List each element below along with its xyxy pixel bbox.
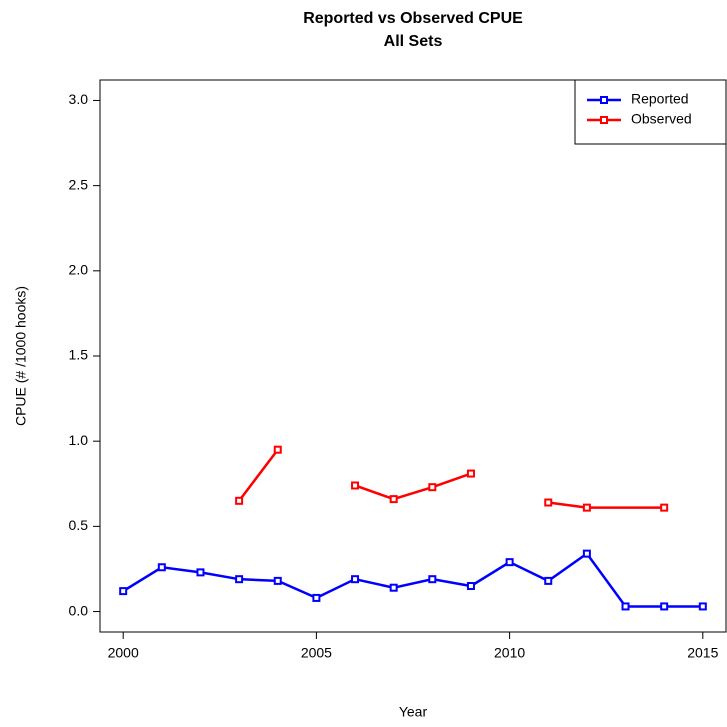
x-tick-label: 2005 <box>301 645 332 661</box>
y-tick-label: 0.5 <box>69 517 89 533</box>
point <box>389 583 398 592</box>
point <box>196 568 205 577</box>
y-tick-label: 3.0 <box>69 91 89 107</box>
legend-label: Observed <box>631 111 692 127</box>
x-tick-label: 2000 <box>108 645 139 661</box>
chart-subtitle: All Sets <box>384 33 443 50</box>
point <box>544 576 553 585</box>
point <box>505 558 514 567</box>
y-tick-label: 2.5 <box>69 176 89 192</box>
point <box>235 575 244 584</box>
point <box>235 496 244 505</box>
legend-marker <box>600 96 608 104</box>
legend-marker <box>600 116 608 124</box>
point <box>351 481 360 490</box>
plot-frame <box>99 79 727 633</box>
chart-title: Reported vs Observed CPUE <box>303 10 523 27</box>
y-tick-label: 2.0 <box>69 262 89 278</box>
legend-box <box>574 79 727 145</box>
point <box>351 575 360 584</box>
point <box>119 587 128 596</box>
y-tick-label: 1.5 <box>69 347 89 363</box>
point <box>273 445 282 454</box>
x-tick-label: 2010 <box>494 645 525 661</box>
point <box>389 495 398 504</box>
y-tick-label: 1.0 <box>69 432 89 448</box>
point <box>466 582 475 590</box>
point <box>660 602 669 611</box>
point <box>698 602 707 611</box>
point <box>621 602 630 611</box>
x-axis-label: Year <box>399 704 428 720</box>
y-tick-label: 0.0 <box>69 602 89 618</box>
point <box>544 498 553 507</box>
point <box>428 483 437 492</box>
x-tick-label: 2015 <box>687 645 718 661</box>
point <box>312 593 321 602</box>
series-line <box>122 551 703 608</box>
legend-label: Reported <box>631 91 689 107</box>
point <box>157 563 166 572</box>
y-axis-label: CPUE (# /1000 hooks) <box>13 286 29 426</box>
series-line <box>238 448 665 509</box>
point <box>582 503 591 512</box>
point <box>660 503 669 512</box>
point <box>273 576 282 585</box>
point <box>582 549 591 558</box>
point <box>428 575 437 584</box>
point <box>466 469 475 478</box>
